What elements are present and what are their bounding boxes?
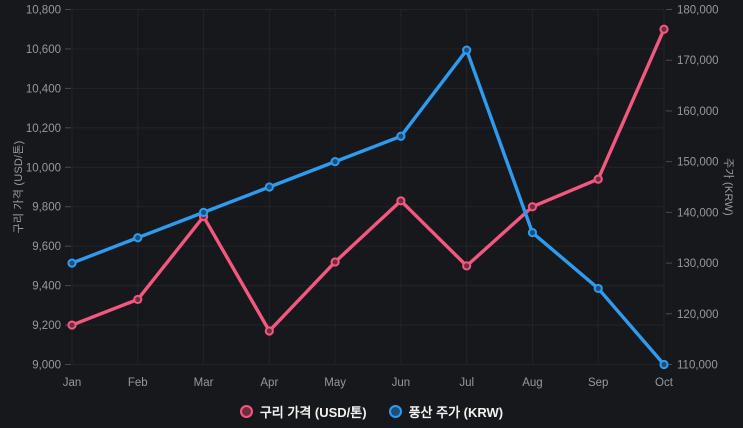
right-axis-tick-label: 160,000 bbox=[677, 106, 719, 118]
left-axis-tick-label: 9,600 bbox=[32, 241, 61, 253]
data-point-marker[interactable] bbox=[133, 233, 143, 243]
data-point-marker[interactable] bbox=[593, 283, 603, 294]
right-axis-tick-label: 130,000 bbox=[677, 258, 719, 270]
left-axis-tick-label: 9,200 bbox=[32, 320, 61, 332]
left-axis-tick-label: 9,400 bbox=[32, 281, 61, 293]
right-axis-tick-label: 140,000 bbox=[677, 207, 719, 219]
data-point-marker[interactable] bbox=[330, 157, 340, 167]
data-point-marker[interactable] bbox=[659, 24, 669, 34]
left-axis-tick-label: 10,600 bbox=[26, 44, 61, 56]
x-axis-tick-label: Jun bbox=[392, 377, 411, 389]
data-point-marker[interactable] bbox=[67, 320, 77, 330]
data-point-marker[interactable] bbox=[264, 182, 274, 192]
data-point-marker[interactable] bbox=[462, 261, 472, 271]
x-axis-tick-label: May bbox=[324, 377, 346, 389]
data-point-marker[interactable] bbox=[527, 202, 538, 212]
series-line bbox=[70, 48, 666, 367]
x-axis-tick-label: Apr bbox=[260, 377, 278, 389]
data-point-marker[interactable] bbox=[330, 257, 340, 267]
x-axis-tick-label: Aug bbox=[522, 377, 542, 389]
data-point-marker[interactable] bbox=[659, 359, 669, 370]
left-axis-tick-label: 10,800 bbox=[26, 5, 61, 17]
data-point-marker[interactable] bbox=[396, 196, 406, 206]
left-axis-title: 구리 가격 (USD/톤) bbox=[13, 140, 25, 234]
legend-label: 풍산 주가 (KRW) bbox=[408, 404, 504, 420]
x-axis-tick-label: Feb bbox=[128, 377, 148, 389]
legend-label: 구리 가격 (USD/톤) bbox=[259, 404, 367, 420]
legend-item-poongsan-stock[interactable]: 풍산 주가 (KRW) bbox=[388, 402, 504, 421]
right-axis-tick-label: 170,000 bbox=[677, 55, 719, 67]
right-axis-tick-label: 180,000 bbox=[677, 5, 719, 17]
data-point-marker[interactable] bbox=[396, 131, 406, 141]
right-axis-tick-label: 150,000 bbox=[677, 157, 719, 169]
left-axis-tick-label: 9,800 bbox=[32, 202, 61, 214]
x-axis-tick-label: Oct bbox=[655, 377, 674, 389]
legend-item-copper-price[interactable]: 구리 가격 (USD/톤) bbox=[239, 402, 367, 421]
right-axis-tick-label: 110,000 bbox=[677, 360, 718, 372]
data-point-marker[interactable] bbox=[593, 174, 603, 184]
right-axis-tick-label: 120,000 bbox=[677, 309, 719, 321]
data-point-marker[interactable] bbox=[198, 207, 209, 217]
x-axis-tick-label: Mar bbox=[194, 377, 214, 389]
x-axis-tick-label: Jul bbox=[459, 377, 474, 389]
right-axis-title: 주가 (KRW) bbox=[722, 158, 734, 216]
copper-series-marker-icon bbox=[239, 404, 253, 418]
data-point-marker[interactable] bbox=[527, 228, 538, 238]
left-axis-tick-label: 10,000 bbox=[26, 162, 61, 174]
stock-series-marker-icon bbox=[388, 404, 402, 418]
data-point-marker[interactable] bbox=[133, 294, 143, 305]
left-axis-tick-label: 10,200 bbox=[26, 123, 61, 135]
data-point-marker[interactable] bbox=[264, 326, 274, 336]
series-line bbox=[70, 27, 666, 333]
left-axis-tick-label: 10,400 bbox=[26, 83, 61, 95]
x-axis-tick-label: Jan bbox=[63, 377, 82, 389]
data-point-marker[interactable] bbox=[462, 45, 472, 55]
data-point-marker[interactable] bbox=[67, 258, 77, 268]
x-axis-tick-label: Sep bbox=[588, 377, 608, 389]
left-axis-tick-label: 9,000 bbox=[32, 360, 61, 372]
chart-legend: 구리 가격 (USD/톤) 풍산 주가 (KRW) bbox=[0, 398, 743, 424]
